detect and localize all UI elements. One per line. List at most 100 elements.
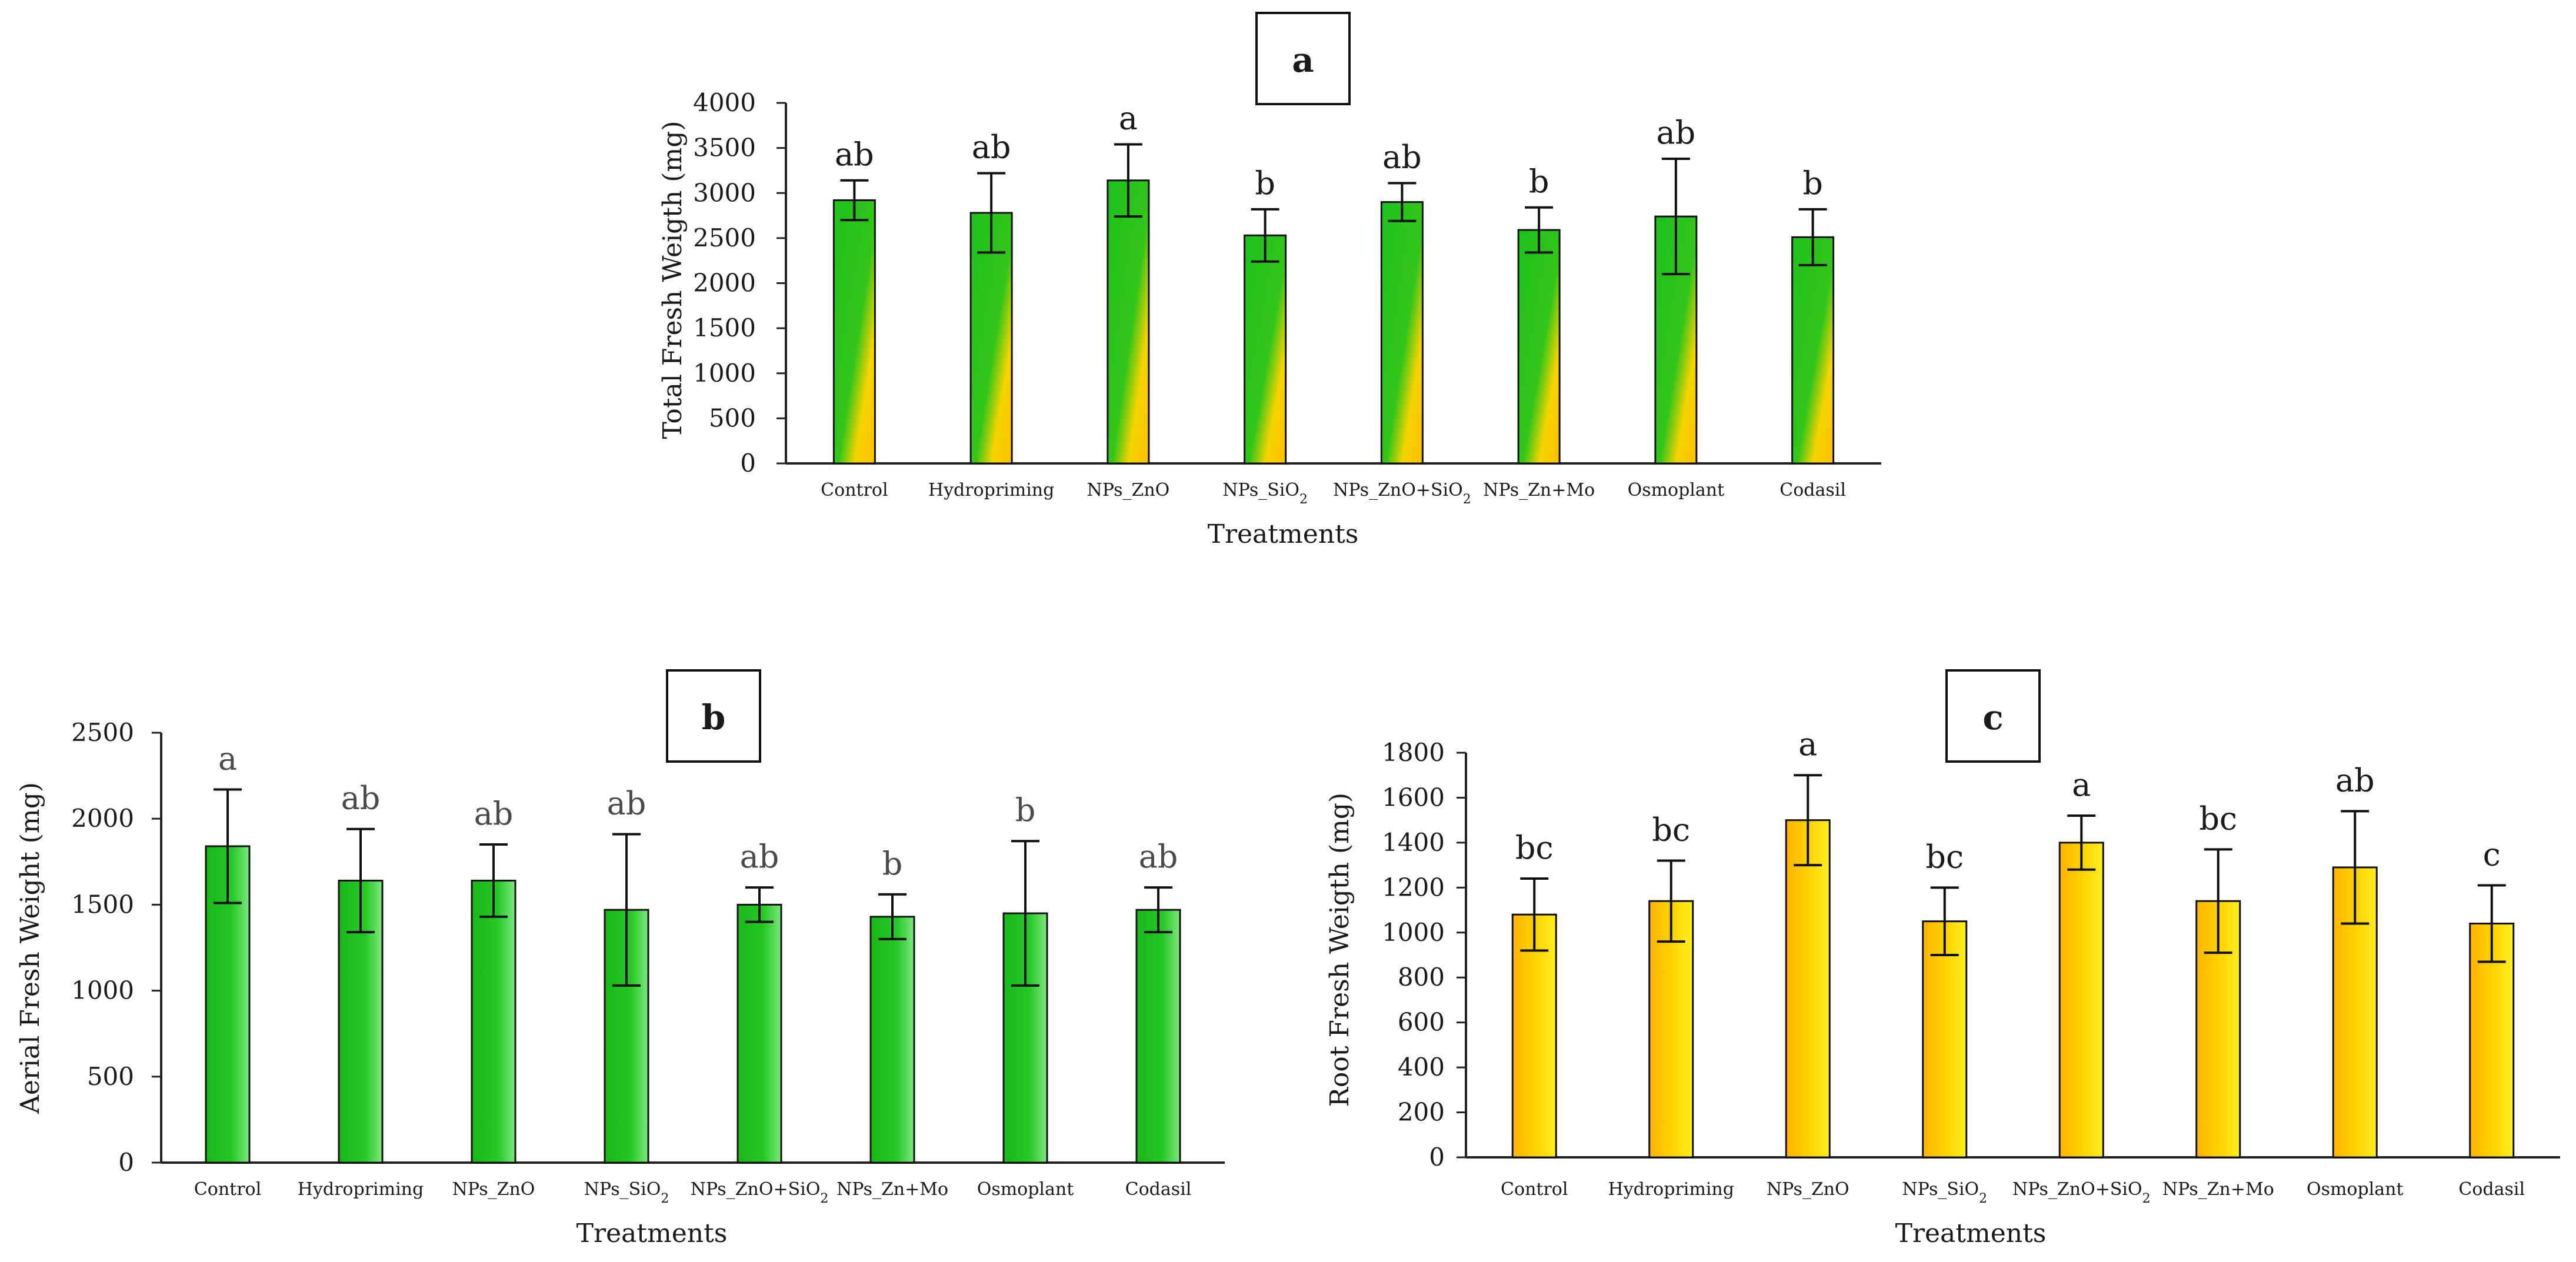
category-label: Codasil	[1779, 480, 1846, 500]
category-label: Hydropriming	[298, 1179, 424, 1200]
y-tick-label: 800	[1398, 963, 1445, 991]
bar	[969, 212, 1013, 465]
panel-a: a 05001000150020002500300035004000abCont…	[658, 12, 1881, 549]
category-label: NPs_SiO2	[584, 1179, 669, 1206]
y-tick-label: 4000	[693, 88, 756, 117]
category-label: NPs_ZnO	[452, 1179, 535, 1200]
significance-label: b	[1529, 163, 1549, 200]
category-label: NPs_ZnO	[1767, 1179, 1849, 1200]
significance-label: a	[2072, 766, 2091, 803]
y-axis-label-a: Total Fresh Weigth (mg)	[658, 121, 688, 439]
significance-label: bc	[1925, 838, 1964, 875]
y-tick-label: 1400	[1382, 828, 1445, 857]
significance-label: bc	[2199, 800, 2237, 837]
category-label: Codasil	[2458, 1179, 2525, 1200]
y-tick-label: 500	[709, 403, 756, 432]
panel-b: b 0 500 1000 1500 2000 2500 a Control ab Hydropri…	[15, 669, 1225, 1248]
bar	[1107, 179, 1150, 465]
significance-label: b	[882, 845, 903, 882]
category-label: Osmoplant	[977, 1179, 1074, 1200]
category-label: Hydropriming	[928, 480, 1054, 500]
panel-label-c: c	[1982, 697, 2003, 737]
significance-label: ab	[474, 795, 514, 832]
category-label: Hydropriming	[1608, 1179, 1734, 1200]
y-tick-label: 1500	[71, 890, 134, 919]
y-tick-label: 600	[1398, 1008, 1445, 1037]
y-axis-label-b: Aerial Fresh Weight (mg)	[15, 782, 45, 1114]
category-label: NPs_ZnO+SiO2	[1333, 480, 1471, 507]
significance-label: ab	[1382, 138, 1422, 175]
bar	[1380, 201, 1424, 465]
y-tick-label: 2500	[693, 223, 756, 252]
bar	[2195, 900, 2241, 1158]
bar	[1791, 236, 1835, 465]
panel-c: c 0 200 400 600 800 1000 1200 1400 1600 1800 bc Con…	[1325, 669, 2560, 1248]
y-tick-label: 500	[87, 1062, 134, 1091]
y-tick-label: 2000	[71, 804, 134, 833]
panel-label-box-b	[666, 669, 761, 763]
category-label: Control	[1501, 1179, 1568, 1200]
y-tick-label: 1000	[693, 359, 756, 388]
category-label: Osmoplant	[2307, 1179, 2404, 1200]
y-tick-label: 0	[118, 1148, 134, 1177]
y-tick-label: 1200	[1382, 873, 1445, 902]
significance-label: ab	[1139, 838, 1178, 875]
category-label: NPs_ZnO+SiO2	[2012, 1179, 2151, 1206]
significance-label: ab	[835, 136, 874, 173]
plot-area-a: 05001000150020002500300035004000abContro…	[693, 88, 1881, 507]
panel-label-a: a	[1292, 40, 1314, 80]
panel-label-box-a	[1255, 12, 1351, 105]
significance-label: ab	[1656, 114, 1695, 151]
significance-label: ab	[740, 838, 779, 875]
y-tick-label: 200	[1398, 1098, 1445, 1127]
x-axis-label-b: Treatments	[576, 1218, 728, 1248]
significance-label: b	[1802, 165, 1823, 202]
significance-label: a	[1798, 726, 1817, 763]
bar	[832, 199, 876, 465]
significance-label: a	[218, 740, 237, 777]
category-label: NPs_ZnO+SiO2	[691, 1179, 829, 1206]
bar	[1244, 234, 1287, 465]
category-label: NPs_ZnO	[1087, 480, 1169, 500]
category-label: NPs_SiO2	[1222, 480, 1308, 507]
category-label: Control	[821, 480, 888, 500]
y-tick-label: 1000	[71, 976, 134, 1005]
panel-label-b: b	[702, 697, 726, 737]
y-tick-label: 1800	[1382, 738, 1445, 767]
plot-area-b: 0 500 1000 1500 2000 2500 a Control ab Hydroprimi…	[71, 718, 1225, 1206]
category-label: Control	[194, 1179, 261, 1200]
y-tick-label: 0	[740, 449, 756, 478]
y-tick-label: 1600	[1382, 783, 1445, 812]
category-label: NPs_SiO2	[1902, 1179, 1987, 1206]
category-label: NPs_Zn+Mo	[2162, 1179, 2274, 1200]
bar	[869, 916, 915, 1164]
y-tick-label: 2500	[71, 718, 134, 747]
panel-label-box-c	[1945, 669, 2041, 763]
y-axis-label-c: Root Fresh Weigth (mg)	[1325, 793, 1355, 1107]
significance-label: ab	[341, 780, 381, 817]
significance-label: bc	[1652, 811, 1690, 848]
y-tick-label: 1500	[693, 313, 756, 342]
x-axis-label-a: Treatments	[1208, 519, 1359, 549]
significance-label: a	[1119, 99, 1138, 136]
bar	[1517, 229, 1561, 465]
y-tick-label: 2000	[693, 269, 756, 298]
bar	[1511, 913, 1557, 1158]
significance-label: ab	[972, 129, 1011, 166]
bar	[1002, 912, 1048, 1164]
category-label: Osmoplant	[1628, 480, 1725, 500]
bar	[2058, 842, 2104, 1158]
category-label: Codasil	[1125, 1179, 1192, 1200]
bar	[1922, 920, 1968, 1158]
bar	[471, 879, 516, 1164]
plot-area-c: 0 200 400 600 800 1000 1200 1400 1600 1800 bc Contr…	[1382, 726, 2560, 1206]
significance-label: b	[1255, 165, 1275, 202]
significance-label: ab	[2335, 762, 2375, 799]
x-axis-label-c: Treatments	[1895, 1218, 2047, 1248]
significance-label: c	[2483, 836, 2501, 873]
bar	[1135, 909, 1181, 1164]
bar	[1785, 819, 1831, 1158]
significance-label: ab	[607, 785, 647, 822]
y-tick-label: 400	[1398, 1053, 1445, 1081]
